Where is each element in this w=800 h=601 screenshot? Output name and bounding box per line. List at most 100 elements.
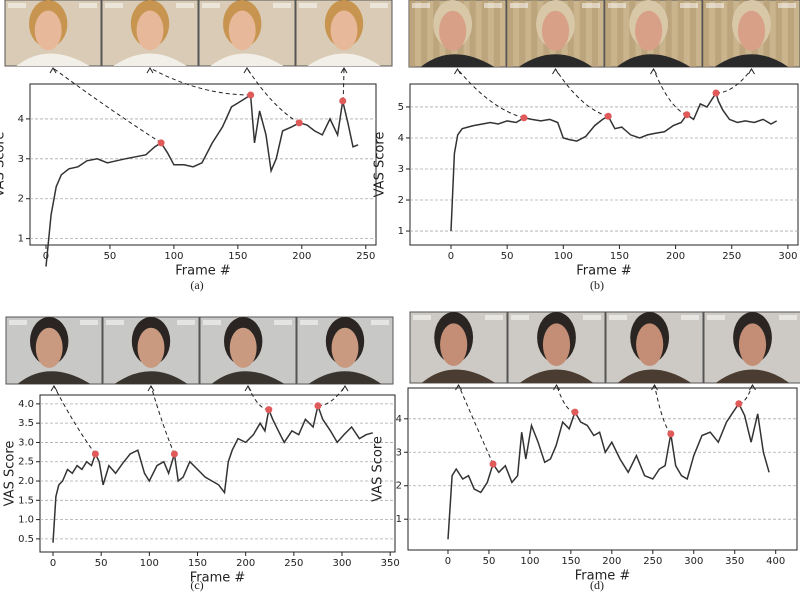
curtain-stripe (531, 0, 538, 67)
curtain-stripe (689, 0, 696, 67)
connector-arrow (146, 67, 154, 74)
y-tick-label: 0.5 (18, 534, 34, 545)
frame-stamp (273, 3, 291, 8)
highlight-point (339, 97, 347, 105)
frame-stamp (371, 320, 389, 325)
x-tick-label: 250 (356, 251, 375, 262)
highlight-point (157, 139, 165, 147)
x-tick-label: 150 (610, 251, 629, 262)
frame-stamp (299, 3, 317, 8)
caption: (d) (590, 578, 604, 592)
connector-arrow (651, 384, 658, 391)
face (440, 323, 468, 366)
highlight-point (571, 408, 579, 416)
x-tick-label: 50 (95, 558, 108, 569)
highlight-point (91, 450, 99, 458)
face (542, 323, 571, 366)
shirt (16, 53, 90, 66)
y-axis-title: VAS Score (3, 441, 18, 507)
face (34, 10, 62, 51)
video-frame-thumbnail (296, 316, 394, 385)
curtain-stripe (727, 0, 734, 67)
shirt (714, 54, 789, 67)
face (330, 10, 358, 51)
video-frame-thumbnail (198, 0, 296, 67)
connector (53, 385, 96, 455)
highlight-point (683, 111, 691, 119)
y-tick-label: 4 (396, 414, 402, 425)
x-tick-label: 200 (602, 556, 621, 567)
score-line (52, 403, 374, 543)
shirt (715, 369, 790, 383)
x-tick-label: 50 (501, 251, 514, 262)
y-tick-label: 3 (396, 447, 402, 458)
connector (457, 68, 525, 119)
y-tick-label: 4 (398, 133, 404, 144)
face (137, 327, 165, 368)
caption: (b) (590, 278, 604, 292)
frame-stamp (510, 3, 528, 8)
x-tick-label: 400 (766, 556, 785, 567)
highlight-point (295, 119, 303, 127)
frame-stamp (106, 320, 124, 325)
x-axis-title: Frame # (575, 569, 631, 584)
x-tick-label: 50 (483, 556, 496, 567)
shirt (617, 369, 692, 383)
x-tick-label: 100 (554, 251, 573, 262)
face (439, 10, 467, 51)
x-tick-label: 350 (381, 558, 400, 569)
shirt (518, 54, 593, 67)
video-frame-thumbnail (506, 0, 605, 68)
video-frame-thumbnail (408, 0, 507, 68)
y-tick-label: 2.5 (18, 457, 34, 468)
video-frame-thumbnail (295, 0, 393, 67)
frame-stamp (608, 3, 626, 8)
connector-arrow (748, 68, 755, 75)
face (331, 327, 359, 368)
curtain-stripe (493, 0, 500, 67)
shirt (114, 371, 188, 384)
video-frame-thumbnail (101, 0, 199, 67)
curtain-stripe (507, 0, 514, 67)
x-tick-label: 0 (448, 251, 454, 262)
curtain-stripe (481, 0, 488, 67)
x-tick-label: 150 (188, 558, 207, 569)
y-axis-title: VAS Score (371, 436, 386, 502)
plot-area (29, 83, 377, 246)
x-tick-label: 250 (643, 556, 662, 567)
shirt (616, 54, 691, 67)
connector (317, 385, 346, 407)
frame-stamp (484, 3, 502, 8)
face (635, 10, 663, 51)
video-frame-thumbnail (507, 311, 606, 384)
frame-stamp (274, 320, 292, 325)
highlight-point (265, 406, 273, 414)
face (35, 327, 63, 368)
shirt (420, 54, 495, 67)
curtain-stripe (519, 0, 526, 67)
x-tick-label: 250 (722, 251, 741, 262)
x-axis-title: Frame # (576, 264, 632, 279)
connector (555, 68, 609, 117)
x-tick-label: 150 (561, 556, 580, 567)
shirt (113, 53, 187, 66)
x-tick-label: 200 (292, 251, 311, 262)
face (541, 10, 570, 51)
curtain-stripe (703, 0, 710, 67)
y-tick-label: 1 (398, 226, 404, 237)
curtain-stripe (665, 0, 672, 67)
frame-stamp (412, 3, 430, 8)
curtain-stripe (579, 0, 586, 67)
frame-stamp (707, 315, 725, 320)
connector (653, 68, 688, 116)
y-tick-label: 2 (396, 481, 402, 492)
connector-arrow (244, 385, 252, 392)
curtain-stripe (409, 0, 416, 67)
connector-arrow (749, 384, 756, 391)
curtain-stripe (677, 0, 684, 67)
shirt (307, 53, 381, 66)
connector-arrow (552, 68, 559, 75)
curtain-stripe (469, 0, 476, 67)
highlight-point (314, 402, 322, 410)
y-tick-label: 1 (18, 234, 24, 245)
